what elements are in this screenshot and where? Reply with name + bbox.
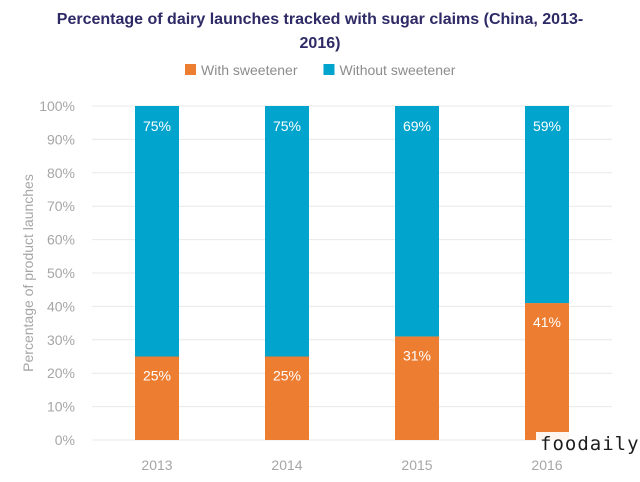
legend-swatch-without-sweetener [323, 64, 335, 75]
data-label-with-sweetener-2013: 25% [143, 368, 171, 384]
data-label-without-sweetener-2015: 69% [403, 118, 431, 134]
bar-without-sweetener-2015 [395, 106, 439, 337]
y-tick-label-0: 0% [55, 432, 75, 448]
x-tick-label-2015: 2015 [401, 457, 432, 473]
y-tick-label-100: 100% [39, 98, 75, 114]
bar-with-sweetener-2014 [265, 356, 309, 440]
data-label-without-sweetener-2016: 59% [533, 118, 561, 134]
data-label-without-sweetener-2013: 75% [143, 118, 171, 134]
chart-title: Percentage of dairy launches tracked wit… [0, 8, 640, 56]
x-tick-label-2013: 2013 [141, 457, 172, 473]
bar-with-sweetener-2013 [135, 356, 179, 440]
bar-with-sweetener-2016 [525, 303, 569, 440]
data-label-without-sweetener-2014: 75% [273, 118, 301, 134]
y-axis-label: Percentage of product launches [20, 174, 36, 372]
chart-title-line-1: Percentage of dairy launches tracked wit… [56, 11, 584, 28]
bar-with-sweetener-2015 [395, 336, 439, 440]
y-tick-label-60: 60% [47, 232, 75, 248]
y-tick-label-30: 30% [47, 332, 75, 348]
bar-without-sweetener-2014 [265, 106, 309, 357]
legend-swatch-with-sweetener [185, 64, 196, 75]
bar-without-sweetener-2016 [525, 106, 569, 304]
y-tick-label-20: 20% [47, 365, 75, 381]
y-tick-label-10: 10% [47, 399, 75, 415]
foodaily-watermark: foodaily [536, 432, 640, 456]
y-tick-label-80: 80% [47, 165, 75, 181]
legend-label-without-sweetener: Without sweetener [339, 62, 455, 78]
x-tick-label-2014: 2014 [271, 457, 302, 473]
bar-without-sweetener-2013 [135, 106, 179, 357]
legend-label-with-sweetener: With sweetener [201, 62, 298, 78]
y-tick-label-50: 50% [47, 265, 75, 281]
chart-title-line-2: 2016) [299, 35, 341, 52]
data-label-with-sweetener-2015: 31% [403, 347, 431, 363]
y-tick-label-90: 90% [47, 131, 75, 147]
x-tick-label-2016: 2016 [531, 457, 562, 473]
data-label-with-sweetener-2016: 41% [533, 314, 561, 330]
y-tick-label-40: 40% [47, 298, 75, 314]
data-label-with-sweetener-2014: 25% [273, 368, 301, 384]
y-tick-label-70: 70% [47, 198, 75, 214]
